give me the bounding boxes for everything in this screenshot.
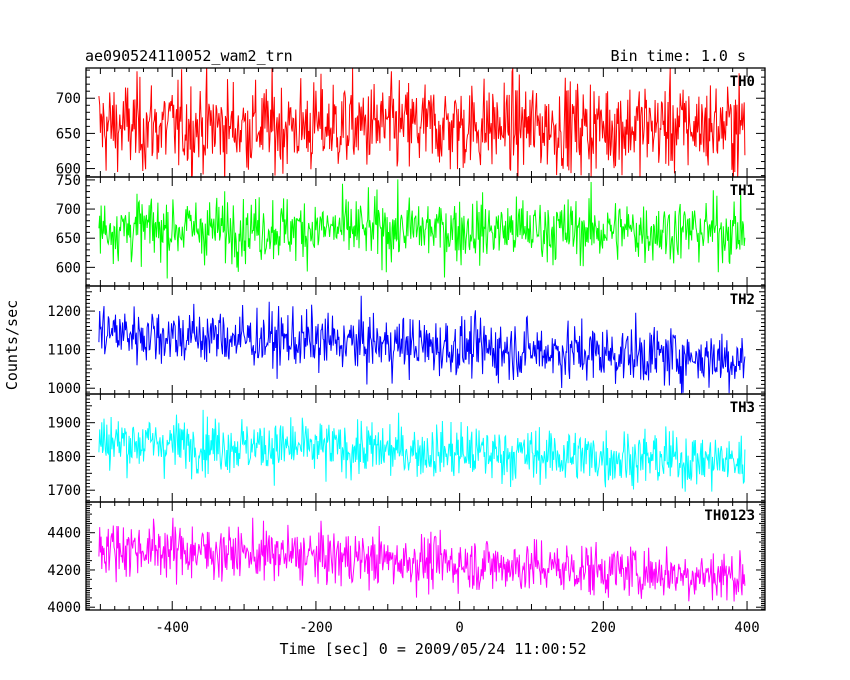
x-tick-label: 200 bbox=[591, 620, 616, 636]
panel-th0123: 4000 4200 4400 TH0123 bbox=[47, 501, 766, 616]
y-tick-label: 4000 bbox=[47, 600, 81, 616]
x-axis-label: Time [sec] 0 = 2009/05/24 11:00:52 bbox=[279, 640, 586, 658]
panel-th1: 600 650 700 750 TH1 bbox=[56, 173, 766, 287]
y-tick-label: 1100 bbox=[47, 343, 81, 359]
series-line-th2 bbox=[98, 295, 746, 394]
x-axis: -400 -200 0 200 400 bbox=[155, 620, 759, 636]
x-tick-label: -200 bbox=[299, 620, 333, 636]
panels: 600 650 700 TH0 600 650 700 750 TH1 1000 1100 1200 T… bbox=[47, 67, 766, 616]
y-tick-label: 1200 bbox=[47, 304, 81, 320]
bin-time-label: Bin time: 1.0 s bbox=[611, 47, 746, 65]
panel-label-th2: TH2 bbox=[730, 292, 755, 308]
series-line-th3 bbox=[98, 409, 746, 492]
panel-label-th1: TH1 bbox=[730, 183, 755, 199]
y-tick-label: 600 bbox=[56, 162, 81, 178]
y-tick-label: 1800 bbox=[47, 449, 81, 465]
y-tick-label: 1900 bbox=[47, 416, 81, 432]
panel-label-th0: TH0 bbox=[730, 74, 755, 90]
y-tick-label: 1000 bbox=[47, 381, 81, 397]
panel-label-th3: TH3 bbox=[730, 400, 755, 416]
x-tick-label: -400 bbox=[155, 620, 189, 636]
y-tick-label: 650 bbox=[56, 126, 81, 142]
panel-th3: 1700 1800 1900 TH3 bbox=[47, 393, 766, 503]
panel-th2: 1000 1100 1200 TH2 bbox=[47, 285, 766, 397]
panel-frame bbox=[85, 501, 766, 611]
x-tick-label: 0 bbox=[455, 620, 463, 636]
panel-frame bbox=[85, 393, 766, 503]
y-tick-label: 1700 bbox=[47, 483, 81, 499]
y-tick-label: 750 bbox=[56, 173, 81, 189]
y-tick-label: 700 bbox=[56, 91, 81, 107]
x-tick-label: 400 bbox=[734, 620, 759, 636]
chart-title: ae090524110052_wam2_trn bbox=[85, 47, 293, 65]
y-axis-label: Counts/sec bbox=[3, 300, 21, 390]
series-line-th0123 bbox=[98, 517, 746, 602]
y-tick-label: 4400 bbox=[47, 526, 81, 542]
panel-th0: 600 650 700 TH0 bbox=[56, 67, 766, 178]
y-tick-label: 700 bbox=[56, 202, 81, 218]
series-line-th1 bbox=[98, 179, 746, 279]
series-line-th0 bbox=[98, 68, 746, 177]
panel-label-th0123: TH0123 bbox=[704, 508, 755, 524]
y-tick-label: 600 bbox=[56, 260, 81, 276]
y-tick-label: 650 bbox=[56, 231, 81, 247]
y-tick-label: 4200 bbox=[47, 563, 81, 579]
